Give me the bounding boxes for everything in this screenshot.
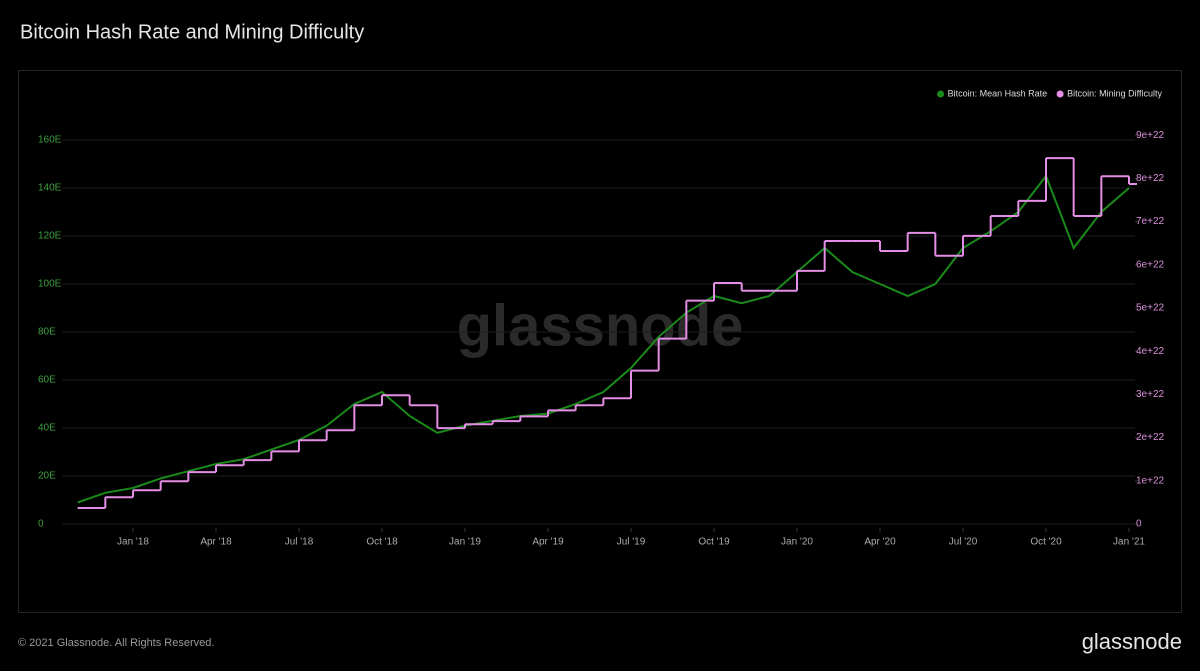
x-tick-label: Oct '20 [1030,537,1062,548]
x-tick-label: Jan '18 [117,537,149,548]
y-tick-label: 60E [38,375,56,386]
y2-tick-label: 5e+22 [1136,303,1165,314]
y2-tick-label: 4e+22 [1136,346,1165,357]
x-tick-label: Jan '20 [781,537,813,548]
y-tick-label: 20E [38,471,56,482]
y-tick-label: 120E [38,231,62,242]
y2-tick-label: 7e+22 [1136,216,1165,227]
y2-tick-label: 3e+22 [1136,389,1165,400]
x-tick-label: Jul '19 [617,537,646,548]
brand-logo: glassnode [1082,629,1182,654]
y2-tick-label: 2e+22 [1136,432,1165,443]
x-tick-label: Jan '19 [449,537,481,548]
x-tick-label: Apr '19 [532,537,564,548]
y2-tick-label: 9e+22 [1136,130,1165,141]
y-tick-label: 100E [38,279,62,290]
y-tick-label: 140E [38,183,62,194]
copyright: © 2021 Glassnode. All Rights Reserved. [18,637,214,649]
y-tick-label: 160E [38,135,62,146]
x-tick-label: Jan '21 [1113,537,1145,548]
legend-label: Bitcoin: Mining Difficulty [1067,88,1162,98]
y2-tick-label: 0 [1136,519,1142,530]
y-tick-label: 0 [38,519,44,530]
series-line [77,173,1130,504]
y2-tick-label: 1e+22 [1136,475,1165,486]
x-tick-label: Apr '20 [864,537,896,548]
x-tick-label: Jul '20 [949,537,978,548]
y2-tick-label: 8e+22 [1136,173,1165,184]
x-tick-label: Oct '19 [698,537,730,548]
x-tick-label: Jul '18 [285,537,314,548]
y-tick-label: 40E [38,423,56,434]
watermark: glassnode [457,293,744,358]
chart-title: Bitcoin Hash Rate and Mining Difficulty [20,21,364,43]
legend-swatch [937,90,945,98]
y-tick-label: 80E [38,327,56,338]
x-tick-label: Oct '18 [366,537,398,548]
legend-label: Bitcoin: Mean Hash Rate [948,88,1048,98]
y2-tick-label: 6e+22 [1136,259,1165,270]
x-tick-label: Apr '18 [200,537,232,548]
legend-swatch [1056,90,1064,98]
plot-frame [18,70,1182,613]
